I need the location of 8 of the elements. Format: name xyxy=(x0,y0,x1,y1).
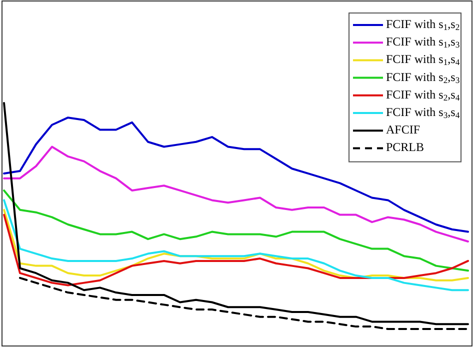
legend-label: AFCIF xyxy=(386,122,420,136)
legend-label: FCIF with s$_{1}$,s$_{4}$ xyxy=(386,52,460,67)
legend-label: FCIF with s$_{1}$,s$_{3}$ xyxy=(386,34,460,50)
legend-label: FCIF with s$_{2}$,s$_{3}$ xyxy=(386,70,460,84)
legend-label: PCRLB xyxy=(386,140,424,154)
legend-label: FCIF with s$_{1}$,s$_{2}$ xyxy=(386,16,460,32)
legend-label: FCIF with s$_{2}$,s$_{4}$ xyxy=(386,87,460,102)
legend-label: FCIF with s$_{3}$,s$_{4}$ xyxy=(386,104,460,120)
